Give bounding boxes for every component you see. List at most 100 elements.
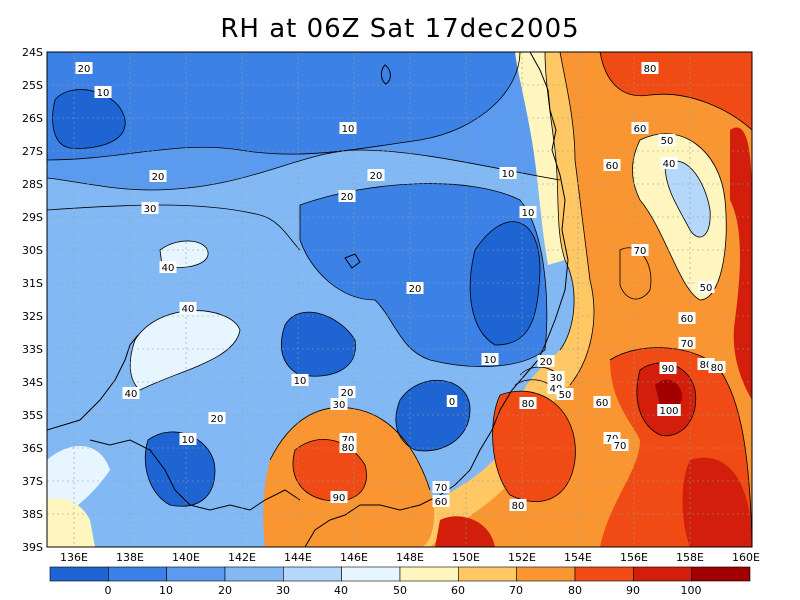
svg-text:10: 10 bbox=[502, 169, 515, 180]
lat-label: 37S bbox=[22, 475, 43, 488]
svg-text:90: 90 bbox=[662, 364, 675, 375]
svg-text:40: 40 bbox=[550, 384, 563, 395]
lat-label: 34S bbox=[22, 376, 43, 389]
lat-label: 33S bbox=[22, 343, 43, 356]
svg-text:50: 50 bbox=[559, 390, 572, 401]
colorbar-label: 30 bbox=[276, 584, 290, 597]
contour-label: 40 bbox=[122, 387, 140, 400]
contour-label: 10 bbox=[179, 433, 197, 446]
contour-label: 80 bbox=[519, 397, 537, 410]
colorbar-swatch bbox=[108, 566, 167, 582]
lat-label: 25S bbox=[22, 79, 43, 92]
contour-label: 60 bbox=[432, 495, 450, 508]
contour-label: 10 bbox=[519, 206, 537, 219]
lon-label: 142E bbox=[228, 551, 256, 564]
colorbar bbox=[49, 566, 751, 582]
colorbar-label: 40 bbox=[334, 584, 348, 597]
colorbar-swatch bbox=[399, 566, 459, 582]
filled-contours bbox=[47, 52, 752, 547]
svg-text:30: 30 bbox=[333, 400, 346, 411]
colorbar-label: 100 bbox=[681, 584, 702, 597]
svg-text:20: 20 bbox=[341, 192, 354, 203]
lat-label: 35S bbox=[22, 409, 43, 422]
contour-label: 0 bbox=[446, 395, 458, 408]
map-title: RH at 06Z Sat 17dec2005 bbox=[220, 14, 580, 44]
colorbar-swatch bbox=[633, 566, 692, 582]
svg-text:40: 40 bbox=[162, 263, 175, 274]
svg-text:10: 10 bbox=[97, 88, 110, 99]
contour-label: 80 bbox=[339, 441, 357, 454]
contour-label: 40 bbox=[660, 157, 678, 170]
colorbar-label: 70 bbox=[509, 584, 523, 597]
svg-text:70: 70 bbox=[681, 339, 694, 350]
contour-label: 10 bbox=[94, 86, 112, 99]
lat-label: 31S bbox=[22, 277, 43, 290]
svg-text:20: 20 bbox=[370, 171, 383, 182]
latitude-labels: 24S 25S 26S 27S 28S 29S 30S 31S 32S 33S … bbox=[22, 46, 43, 554]
svg-text:20: 20 bbox=[540, 357, 553, 368]
svg-text:60: 60 bbox=[435, 497, 448, 508]
contour-labels: 2010102020304040401020201020101002030708… bbox=[75, 62, 726, 512]
map-frame bbox=[46, 51, 753, 548]
colorbar-label: 50 bbox=[393, 584, 407, 597]
lon-label: 152E bbox=[508, 551, 536, 564]
svg-text:50: 50 bbox=[700, 283, 713, 294]
lon-label: 154E bbox=[564, 551, 592, 564]
svg-text:60: 60 bbox=[634, 124, 647, 135]
lon-label: 158E bbox=[676, 551, 704, 564]
colorbar-swatch bbox=[516, 566, 576, 582]
colorbar-swatch bbox=[166, 566, 226, 582]
contour-label: 70 bbox=[611, 439, 629, 452]
lat-label: 27S bbox=[22, 145, 43, 158]
svg-text:70: 70 bbox=[342, 435, 355, 446]
contour-label: 50 bbox=[556, 388, 574, 401]
contour-label: 30 bbox=[330, 398, 348, 411]
lat-label: 39S bbox=[22, 541, 43, 554]
svg-text:60: 60 bbox=[681, 314, 694, 325]
lat-label: 24S bbox=[22, 46, 43, 59]
svg-text:10: 10 bbox=[484, 355, 497, 366]
lat-label: 26S bbox=[22, 112, 43, 125]
svg-text:50: 50 bbox=[661, 136, 674, 147]
lat-label: 28S bbox=[22, 178, 43, 191]
svg-text:10: 10 bbox=[522, 208, 535, 219]
svg-text:70: 70 bbox=[614, 441, 627, 452]
lon-label: 140E bbox=[172, 551, 200, 564]
svg-text:80: 80 bbox=[342, 443, 355, 454]
contour-label: 70 bbox=[432, 481, 450, 494]
contour-label: 70 bbox=[678, 337, 696, 350]
svg-text:30: 30 bbox=[144, 204, 157, 215]
contour-label: 60 bbox=[678, 312, 696, 325]
contour-label: 60 bbox=[631, 122, 649, 135]
contour-label: 30 bbox=[547, 371, 565, 384]
contour-label: 60 bbox=[593, 396, 611, 409]
colorbar-swatch bbox=[283, 566, 342, 582]
colorbar-swatch bbox=[691, 566, 751, 582]
contour-label: 70 bbox=[631, 244, 649, 257]
colorbar-swatch bbox=[224, 566, 284, 582]
svg-text:80: 80 bbox=[711, 363, 724, 374]
colorbar-label: 80 bbox=[568, 584, 582, 597]
colorbar-labels: 0 10 20 30 40 50 60 70 80 90 100 bbox=[105, 584, 702, 597]
colorbar-swatch bbox=[49, 566, 109, 582]
lat-label: 38S bbox=[22, 508, 43, 521]
svg-text:70: 70 bbox=[435, 483, 448, 494]
svg-text:10: 10 bbox=[182, 435, 195, 446]
lon-label: 160E bbox=[732, 551, 760, 564]
colorbar-swatch bbox=[574, 566, 634, 582]
lat-label: 30S bbox=[22, 244, 43, 257]
contour-label: 50 bbox=[697, 281, 715, 294]
svg-text:20: 20 bbox=[409, 284, 422, 295]
colorbar-label: 0 bbox=[105, 584, 112, 597]
contour-label: 60 bbox=[603, 159, 621, 172]
svg-text:80: 80 bbox=[644, 64, 657, 75]
contour-label: 90 bbox=[659, 362, 677, 375]
contour-label: 80 bbox=[708, 361, 726, 374]
contour-label: 20 bbox=[75, 62, 93, 75]
svg-text:80: 80 bbox=[700, 360, 713, 371]
lon-label: 146E bbox=[340, 551, 368, 564]
svg-text:90: 90 bbox=[333, 493, 346, 504]
contour-label: 10 bbox=[291, 374, 309, 387]
svg-text:80: 80 bbox=[522, 399, 535, 410]
